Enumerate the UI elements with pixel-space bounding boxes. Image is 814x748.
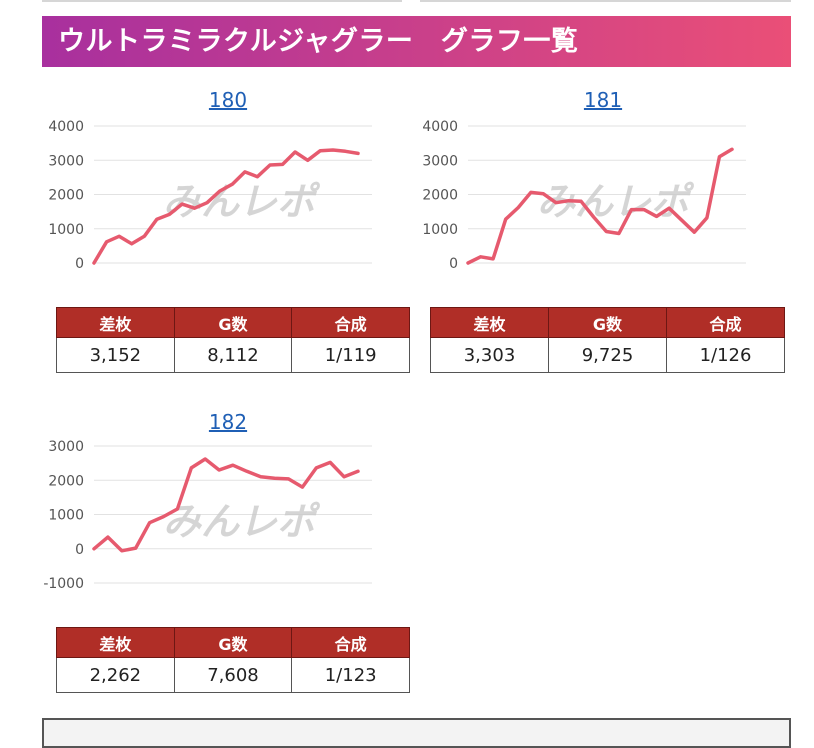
combined-value: 1/126 (666, 337, 785, 373)
machine-link-180[interactable]: 180 (208, 88, 248, 112)
chart-182: 3000 2000 1000 0 -1000 みんレポ (43, 439, 372, 592)
series-line (466, 147, 734, 265)
header-games: G数 (173, 627, 293, 658)
table-row: 3,152 8,112 1/119 (56, 337, 410, 373)
watermark-logo: みんレポ (163, 500, 321, 544)
games-value: 9,725 (548, 337, 667, 373)
header-combined: 合成 (291, 307, 410, 338)
header-difference: 差枚 (430, 307, 549, 338)
y-tick-label: 3000 (422, 153, 458, 169)
y-tick-label: 0 (75, 256, 84, 272)
stats-table-181: 差枚 G数 合成 3,303 9,725 1/126 (430, 307, 785, 373)
y-tick-label: 2000 (422, 188, 458, 204)
y-tick-label: 0 (449, 256, 458, 272)
header-combined: 合成 (666, 307, 785, 338)
y-tick-label: 0 (75, 542, 84, 558)
combined-value: 1/123 (291, 657, 410, 693)
y-tick-label: 1000 (48, 508, 84, 524)
y-tick-label: 4000 (422, 119, 458, 135)
y-tick-label: 2000 (48, 188, 84, 204)
y-tick-label: 1000 (48, 222, 84, 238)
header-difference: 差枚 (56, 627, 175, 658)
header-combined: 合成 (291, 627, 410, 658)
y-tick-label: 2000 (48, 473, 84, 489)
next-section-box (42, 718, 791, 748)
y-tick-label: 3000 (48, 153, 84, 169)
y-tick-label: 4000 (48, 119, 84, 135)
header-difference: 差枚 (56, 307, 175, 338)
top-divider-right (420, 0, 791, 2)
difference-value: 3,152 (56, 337, 175, 373)
table-row: 2,262 7,608 1/123 (56, 657, 410, 693)
watermark-logo: みんレポ (163, 180, 321, 224)
table-row: 3,303 9,725 1/126 (430, 337, 785, 373)
page-title: ウルトラミラクルジャグラー グラフ一覧 (42, 16, 791, 67)
machine-link-182[interactable]: 182 (208, 410, 248, 434)
header-games: G数 (173, 307, 293, 338)
y-tick-label: 3000 (48, 439, 84, 455)
top-divider-left (42, 0, 402, 2)
y-tick-label: -1000 (43, 576, 84, 592)
header-games: G数 (548, 307, 667, 338)
games-value: 7,608 (173, 657, 293, 693)
stats-table-182: 差枚 G数 合成 2,262 7,608 1/123 (56, 627, 410, 693)
difference-value: 2,262 (56, 657, 175, 693)
difference-value: 3,303 (430, 337, 549, 373)
machine-link-181[interactable]: 181 (583, 88, 623, 112)
combined-value: 1/119 (291, 337, 410, 373)
series-line (92, 148, 360, 265)
chart-180: 4000 3000 2000 1000 0 みんレポ (48, 119, 372, 272)
stats-table-180: 差枚 G数 合成 3,152 8,112 1/119 (56, 307, 410, 373)
games-value: 8,112 (173, 337, 293, 373)
y-tick-label: 1000 (422, 222, 458, 238)
series-line (92, 457, 360, 553)
